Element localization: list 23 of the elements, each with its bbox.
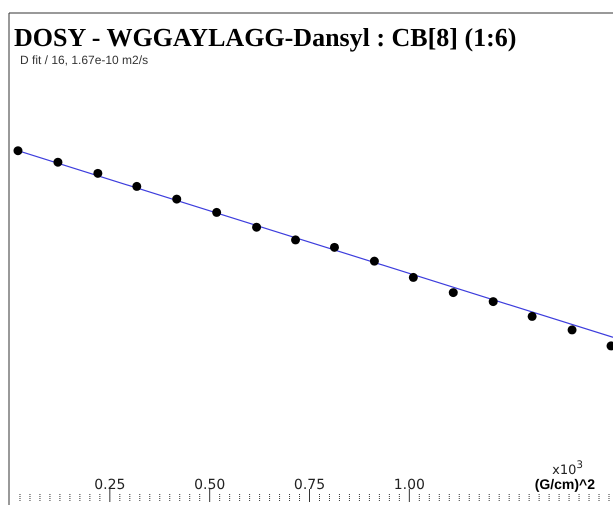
point [448,288,458,298]
chart-title: DOSY - WGGAYLAGG-Dansyl : CB[8] (1:6) [14,23,516,52]
x-tick-label: 0.50 [194,477,226,493]
point [172,194,182,204]
point [252,222,262,232]
point [132,182,142,191]
point [488,297,498,306]
point [528,312,537,321]
x-tick-label: 1.00 [394,477,425,493]
point [212,208,222,217]
point [330,242,339,252]
text: x10$^{3}$ [552,459,583,478]
x-axis-title: (G/cm)^2 [534,476,596,492]
chart-subtitle: D fit / 16, 1.67e-10 m2/s [20,53,148,67]
point [53,158,62,167]
x-tick-label: 0.75 [294,477,326,493]
point [370,256,379,266]
point [93,168,102,178]
point [568,325,577,334]
point [13,146,22,156]
x-tick-label: 0.25 [94,477,126,493]
point [408,272,418,282]
point [291,235,300,244]
